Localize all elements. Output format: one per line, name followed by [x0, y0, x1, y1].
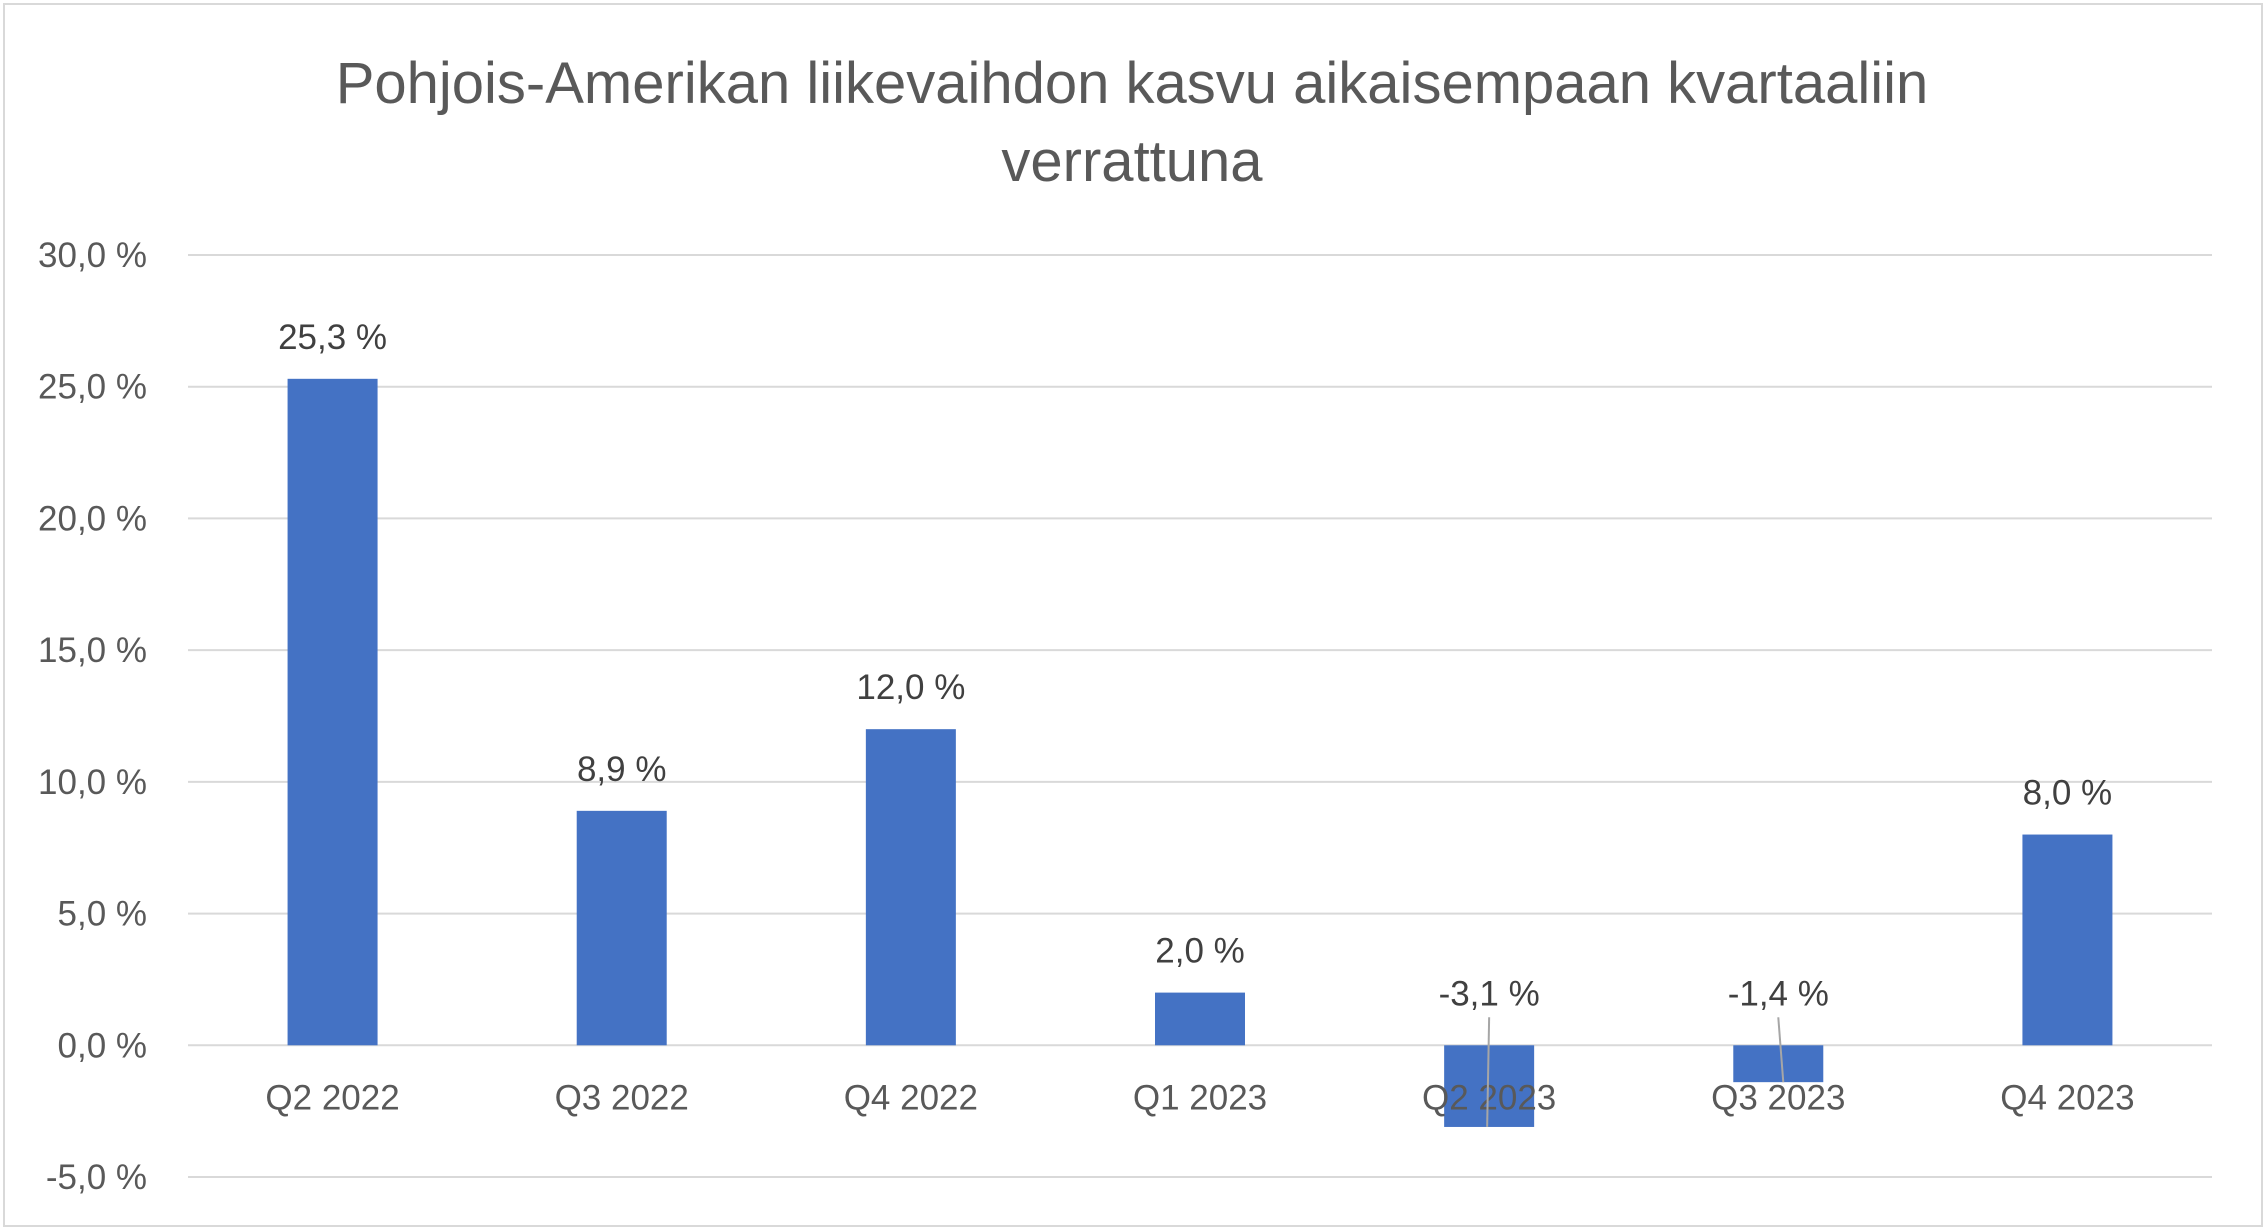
chart-title-line-2: verrattuna [1001, 129, 1263, 194]
bar [287, 378, 378, 1046]
data-label-leader-line [1486, 1017, 1491, 1127]
data-label: 8,0 % [2023, 774, 2113, 813]
chart-title: Pohjois-Amerikan liikevaihdon kasvu aika… [336, 51, 1929, 194]
chart-frame: Pohjois-Amerikan liikevaihdon kasvu aika… [3, 3, 2263, 1227]
data-label-leader-line [1777, 1017, 1785, 1083]
data-label: 2,0 % [1155, 932, 1245, 971]
data-label: -3,1 % [1439, 974, 1540, 1013]
data-label: -1,4 % [1728, 974, 1829, 1013]
x-tick-label: Q4 2023 [2000, 1078, 2134, 1117]
x-tick-label: Q1 2023 [1133, 1078, 1267, 1117]
y-tick-label: 10,0 % [38, 763, 147, 802]
x-tick-label: Q3 2022 [555, 1078, 689, 1117]
data-label: 12,0 % [856, 668, 965, 707]
x-tick-label: Q2 2023 [1422, 1078, 1556, 1117]
y-tick-label: -5,0 % [46, 1158, 147, 1197]
data-label: 25,3 % [278, 318, 387, 357]
bar [1733, 1045, 1824, 1083]
y-tick-label: 30,0 % [38, 236, 147, 275]
y-tick-label: 15,0 % [38, 631, 147, 670]
chart-title-line-1: Pohjois-Amerikan liikevaihdon kasvu aika… [336, 51, 1929, 116]
x-tick-label: Q3 2023 [1711, 1078, 1845, 1117]
y-axis-ticks: 30,0 % 25,0 % 20,0 % 15,0 % 10,0 % 5,0 % 0,0 %… [38, 236, 147, 1197]
gridlines [188, 254, 2212, 1178]
bar [1155, 992, 1245, 1046]
x-axis-ticks: Q2 2022 Q3 2022 Q4 2022 Q1 2023 Q2 2023 Q3 20… [265, 1078, 2134, 1117]
y-tick-label: 5,0 % [58, 895, 148, 934]
data-labels: 25,3 % 8,9 % 12,0 % 2,0 % -3,1 % -1,4 % 8,0 % [278, 318, 2112, 1127]
y-tick-label: 0,0 % [58, 1026, 148, 1065]
bar [865, 729, 956, 1046]
bars [287, 378, 2113, 1127]
bar [2022, 834, 2113, 1046]
data-label: 8,9 % [577, 750, 667, 789]
bar [576, 810, 667, 1046]
x-tick-label: Q2 2022 [265, 1078, 399, 1117]
y-tick-label: 25,0 % [38, 368, 147, 407]
bar-chart: Pohjois-Amerikan liikevaihdon kasvu aika… [38, 51, 2212, 1197]
x-tick-label: Q4 2022 [844, 1078, 978, 1117]
y-tick-label: 20,0 % [38, 499, 147, 538]
